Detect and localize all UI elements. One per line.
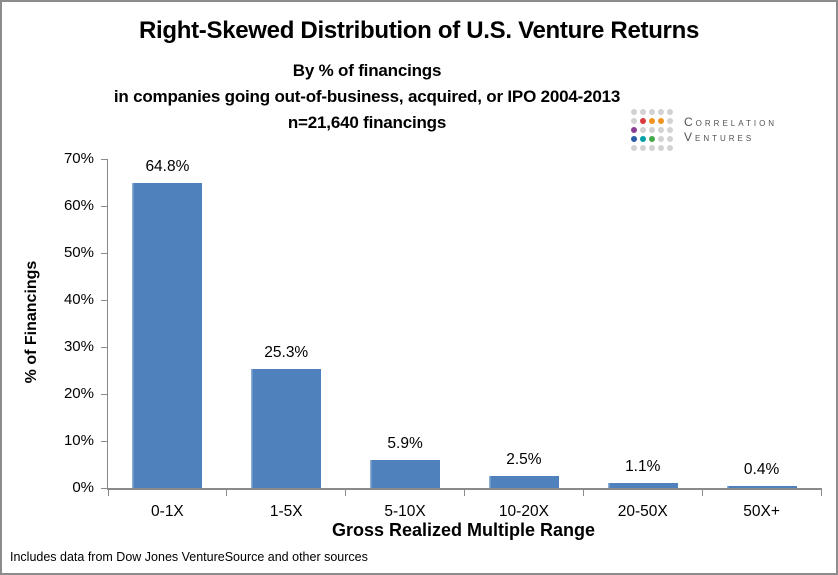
source-footnote: Includes data from Dow Jones VentureSour…	[10, 550, 368, 564]
logo-dot	[658, 136, 664, 142]
logo-dot	[631, 145, 637, 151]
subtitle-line-2: in companies going out-of-business, acqu…	[113, 87, 621, 106]
y-axis-tick	[101, 393, 108, 395]
x-tick-label: 0-1X	[151, 503, 184, 520]
y-axis-tick	[101, 299, 108, 301]
logo-dot	[667, 145, 673, 151]
x-axis-title: Gross Realized Multiple Range	[331, 520, 596, 540]
y-tick-label: 40%	[63, 291, 94, 308]
logo-dot	[640, 127, 646, 133]
bar	[488, 476, 559, 488]
logo-dot	[640, 136, 646, 142]
bar-value-label: 5.9%	[387, 435, 423, 453]
logo-dot	[631, 118, 637, 124]
plot-area: 0% 10% 20% 30% 40% 50% 60% 70% 64.8% 0-1X 25.3% 1-5…	[64, 150, 822, 520]
logo-dot	[631, 109, 637, 115]
logo-dot	[649, 118, 655, 124]
y-axis-tick	[101, 487, 108, 489]
logo-dot	[667, 109, 673, 115]
x-tick-label: 1-5X	[269, 503, 303, 520]
logo-dot	[640, 118, 646, 124]
y-tick-label: 60%	[63, 197, 94, 214]
logo-dot	[667, 127, 673, 133]
subtitle-line-1: By % of financings	[292, 61, 442, 80]
x-tick-label: 20-50X	[617, 503, 668, 520]
bar	[251, 369, 322, 488]
chart-title: Right-Skewed Distribution of U.S. Ventur…	[138, 17, 699, 44]
y-tick-label: 70%	[63, 150, 94, 167]
chart-subtitle-block: By % of financings in companies going ou…	[2, 58, 732, 136]
logo-dot-grid-icon	[631, 109, 673, 151]
x-axis-tick	[226, 488, 228, 496]
x-axis-tick	[582, 488, 584, 496]
logo-word-1: Correlation	[684, 115, 778, 129]
y-axis-tick	[101, 205, 108, 207]
y-tick-label: 30%	[63, 338, 94, 355]
y-axis-tick	[101, 346, 108, 348]
logo-dot	[658, 127, 664, 133]
y-tick-label: 0%	[72, 479, 94, 496]
logo-dot	[649, 136, 655, 142]
bar-value-label: 1.1%	[625, 457, 661, 475]
logo-wordmark: Correlation Ventures	[684, 115, 777, 145]
x-tick-label: 50X+	[743, 503, 780, 520]
x-axis-tick	[345, 488, 347, 496]
correlation-ventures-logo: Correlation Ventures	[631, 109, 777, 151]
x-tick-label: 5-10X	[384, 503, 426, 520]
logo-dot	[640, 109, 646, 115]
x-axis-tick	[107, 488, 109, 496]
logo-dot	[649, 145, 655, 151]
bar	[726, 486, 797, 488]
logo-dot	[667, 118, 673, 124]
x-axis-tick	[464, 488, 465, 496]
y-tick-label: 50%	[63, 244, 94, 261]
bar-value-label: 25.3%	[264, 344, 309, 362]
logo-dot	[667, 136, 673, 142]
x-axis-tick	[820, 488, 822, 496]
y-axis-tick	[101, 252, 108, 254]
subtitle-line-3: n=21,640 financings	[287, 113, 447, 132]
x-axis-tick	[701, 488, 703, 496]
logo-dot	[649, 127, 655, 133]
logo-dot	[640, 145, 646, 151]
y-axis-title: % of Financings	[23, 260, 40, 384]
bar	[607, 482, 678, 488]
y-tick-label: 20%	[63, 385, 94, 402]
y-axis-tick	[101, 158, 108, 160]
bar-value-label: 0.4%	[743, 461, 780, 479]
logo-dot	[631, 127, 637, 133]
y-tick-label: 10%	[63, 432, 94, 449]
bar-value-label: 2.5%	[506, 451, 542, 469]
bar	[132, 183, 203, 488]
logo-dot	[658, 109, 664, 115]
x-tick-label: 10-20X	[498, 503, 549, 520]
logo-dot	[649, 109, 655, 115]
y-axis-tick	[101, 440, 108, 442]
logo-dot	[631, 136, 637, 142]
logo-dot	[658, 145, 664, 151]
logo-dot	[658, 118, 664, 124]
logo-word-2: Ventures	[684, 130, 755, 144]
bar-value-label: 64.8%	[145, 158, 190, 176]
bar	[370, 460, 441, 488]
